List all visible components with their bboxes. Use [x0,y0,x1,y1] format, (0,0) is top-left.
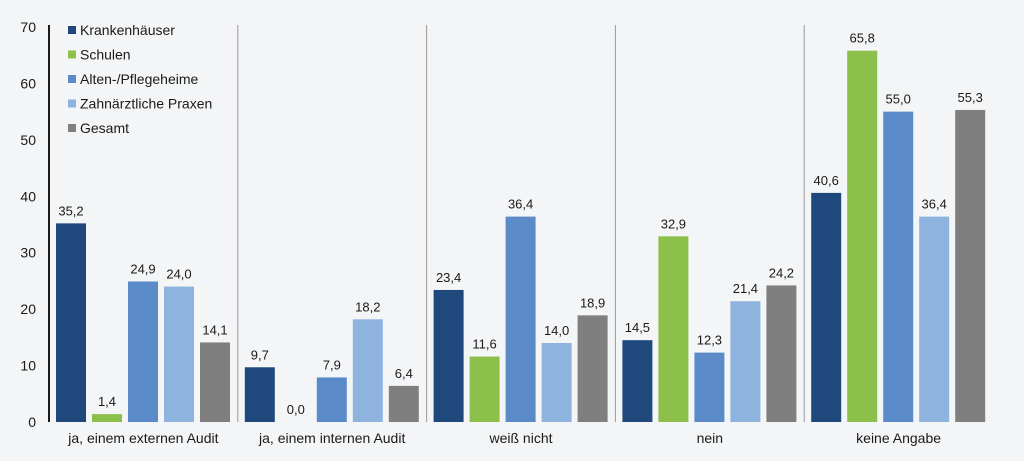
bar-1-3 [658,236,689,422]
data-label: 7,9 [323,357,341,372]
bar-3-3 [730,301,761,422]
x-category-label: weiß nicht [488,430,552,446]
data-label: 32,9 [661,216,686,231]
bar-0-0 [56,223,86,422]
bar-4-1 [388,385,419,422]
legend-swatch-3 [68,99,76,108]
data-label: 24,2 [769,265,794,280]
legend-label: Krankenhäuser [80,22,175,38]
bar-2-2 [505,216,536,422]
data-label: 23,4 [436,270,461,285]
bar-3-4 [919,216,950,422]
bar-1-0 [92,414,122,422]
x-category-label: keine Angabe [856,430,941,446]
y-tick-label: 70 [20,19,36,35]
data-label: 14,1 [202,322,227,337]
legend-swatch-4 [68,124,76,132]
data-label: 14,5 [625,320,650,335]
data-label: 21,4 [733,281,758,296]
y-tick-label: 40 [20,188,36,204]
bar-2-3 [694,352,725,422]
bar-4-3 [766,285,797,422]
data-label: 0,0 [287,402,305,417]
data-label: 12,3 [697,333,722,348]
data-label: 14,0 [544,323,569,338]
bar-1-2 [469,356,500,422]
data-label: 18,9 [580,295,605,310]
data-label: 36,4 [508,197,533,212]
legend-label: Alten-/Pflegeheime [80,71,199,87]
data-label: 18,2 [355,299,380,314]
data-label: 55,0 [886,92,911,107]
data-label: 11,6 [472,337,496,352]
data-label: 36,4 [922,197,947,212]
bar-4-2 [577,315,608,422]
data-label: 40,6 [814,173,839,188]
bar-2-1 [316,377,347,422]
data-label: 24,9 [130,261,155,276]
legend-label: Schulen [80,47,131,63]
x-category-label: ja, einem internen Audit [258,430,405,446]
bar-4-0 [200,342,230,422]
bar-0-4 [811,192,842,422]
y-tick-label: 0 [28,414,36,430]
legend-swatch-2 [68,75,76,83]
y-tick-label: 10 [20,358,36,374]
data-label: 24,0 [166,267,191,282]
data-label: 9,7 [251,347,269,362]
bar-2-0 [128,281,158,422]
y-tick-label: 50 [20,132,36,148]
data-label: 55,3 [958,90,983,105]
legend-label: Gesamt [80,120,129,136]
bar-3-1 [352,319,383,422]
bar-1-4 [847,50,878,422]
bar-0-1 [244,367,275,422]
data-label: 1,4 [98,394,116,409]
bar-0-3 [622,340,653,422]
x-category-label: ja, einem externen Audit [67,430,218,446]
legend-swatch-1 [68,50,76,59]
bar-4-4 [955,109,986,422]
data-label: 35,2 [58,203,83,218]
data-label: 6,4 [395,366,413,381]
y-tick-label: 20 [20,301,36,317]
x-category-label: nein [697,430,723,446]
y-tick-label: 60 [20,75,36,91]
bar-3-0 [164,286,194,422]
data-label: 65,8 [850,31,875,46]
y-tick-label: 30 [20,245,36,261]
bar-3-2 [541,343,572,422]
legend-label: Zahnärztliche Praxen [80,96,212,112]
bar-2-4 [883,111,914,423]
bar-0-2 [433,289,464,422]
legend-swatch-0 [68,26,76,34]
